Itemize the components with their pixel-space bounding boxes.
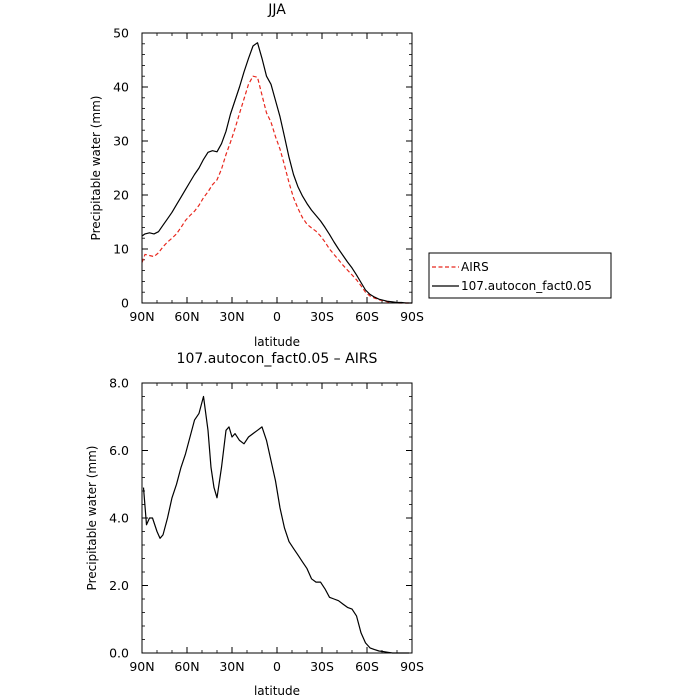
- bottom-xtick-label: 0: [273, 659, 281, 674]
- bottom-xtick-label: 90S: [400, 659, 424, 674]
- bottom-panel-lines: [142, 395, 409, 654]
- top-xtick-label: 60N: [174, 309, 199, 324]
- legend: AIRS 107.autocon_fact0.05: [428, 252, 612, 299]
- top-xtick-label: 30S: [310, 309, 334, 324]
- bottom-panel-frame: [141, 382, 413, 654]
- top-ytick-label: 50: [113, 26, 129, 41]
- top-xtick-label: 90S: [400, 309, 424, 324]
- bottom-ytick-label: 6.0: [109, 443, 129, 458]
- bottom-panel-ylabel: Precipitable water (mm): [85, 446, 99, 591]
- legend-label-airs: AIRS: [461, 260, 489, 274]
- top-xtick-label: 90N: [129, 309, 154, 324]
- top-series-line-1: [141, 42, 412, 304]
- bottom-xtick-label: 30S: [310, 659, 334, 674]
- bottom-ytick-label: 8.0: [109, 376, 129, 391]
- top-ytick-label: 0: [121, 296, 129, 311]
- top-xtick-label: 60S: [355, 309, 379, 324]
- top-panel-ticks: 90N 60N 30N 0 30S 60S 90S 0 10 20 30 40 50: [113, 26, 424, 325]
- top-panel-title: JJA: [267, 2, 286, 18]
- bottom-xtick-label: 30N: [219, 659, 244, 674]
- bottom-panel-title: 107.autocon_fact0.05 – AIRS: [177, 351, 378, 367]
- top-ytick-label: 40: [113, 80, 129, 95]
- top-panel-frame: [141, 32, 413, 304]
- bottom-xtick-label: 60S: [355, 659, 379, 674]
- bottom-xtick-label: 60N: [174, 659, 199, 674]
- legend-label-model: 107.autocon_fact0.05: [461, 279, 592, 293]
- top-ytick-label: 20: [113, 188, 129, 203]
- top-xtick-label: 0: [273, 309, 281, 324]
- legend-box: [428, 252, 612, 299]
- bottom-ytick-label: 4.0: [109, 511, 129, 526]
- top-panel-ylabel: Precipitable water (mm): [89, 96, 103, 241]
- bottom-ytick-label: 0.0: [109, 646, 129, 661]
- bottom-xtick-label: 90N: [129, 659, 154, 674]
- bottom-series-line-0: [142, 395, 409, 654]
- top-ytick-label: 10: [113, 242, 129, 257]
- top-ytick-label: 30: [113, 134, 129, 149]
- bottom-panel-ticks: 90N 60N 30N 0 30S 60S 90S 0.0 2.0 4.0 6.0 8.0: [109, 376, 424, 675]
- top-xtick-label: 30N: [219, 309, 244, 324]
- bottom-panel-difference: 107.autocon_fact0.05 – AIRS Precipitable…: [85, 351, 424, 698]
- top-panel-lines: [141, 42, 412, 304]
- bottom-panel-xlabel: latitude: [254, 684, 300, 698]
- bottom-ytick-label: 2.0: [109, 578, 129, 593]
- top-panel-jja: JJA Precipitable water (mm) latitude 90N…: [89, 2, 612, 349]
- top-series-line-0: [141, 75, 412, 304]
- top-panel-xlabel: latitude: [254, 335, 300, 349]
